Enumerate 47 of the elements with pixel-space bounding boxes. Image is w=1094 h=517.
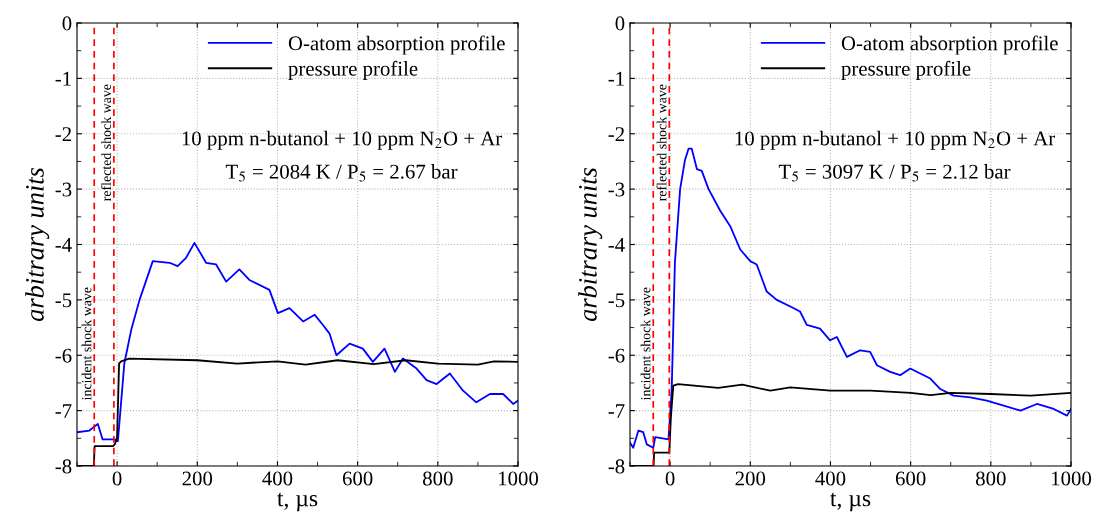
x-tick-label: 200	[182, 471, 213, 486]
annotation: 10 ppm n-butanol + 10 ppm N$_{2}$O + Ar	[182, 130, 503, 150]
x-tick-label: 1000	[1052, 471, 1092, 486]
x-tick-label: 600	[895, 471, 926, 486]
y-tick-label: -2	[608, 127, 624, 141]
y-tick-label: -8	[55, 459, 72, 474]
y-tick-label: -1	[55, 71, 71, 86]
x-axis-title: t, µs	[277, 492, 318, 512]
y-axis-title: arbitrary units	[578, 167, 603, 322]
legend-label: O-atom absorption profile	[288, 35, 505, 55]
y-tick-label: -7	[608, 404, 625, 418]
y-tick-label: -4	[608, 238, 625, 252]
y-tick-label: 0	[615, 16, 625, 31]
x-tick-label: 600	[342, 471, 373, 486]
legend-label: pressure profile	[288, 60, 418, 80]
legend-label: pressure profile	[841, 60, 971, 80]
x-tick-label: 400	[262, 471, 293, 486]
legend-label: O-atom absorption profile	[841, 35, 1058, 55]
x-tick-label: 200	[735, 471, 766, 486]
y-tick-label: -3	[608, 182, 625, 197]
x-tick-label: 1000	[499, 471, 539, 486]
x-tick-label: 400	[815, 471, 846, 486]
y-tick-label: -5	[55, 293, 72, 308]
x-axis-title: t, µs	[830, 492, 871, 512]
ref-line-label: reflected shock wave	[101, 84, 112, 202]
x-tick-label: 800	[975, 471, 1006, 486]
ref-line-label: incident shock wave	[640, 287, 651, 401]
y-tick-label: -5	[608, 293, 625, 308]
y-tick-label: -4	[55, 238, 72, 252]
y-tick-label: -6	[608, 348, 625, 363]
line-series	[77, 241, 518, 442]
annotation: T$_{5}$ = 2084 K / P$_{5}$ = 2.67 bar	[225, 164, 458, 182]
y-axis-title: arbitrary units	[25, 167, 50, 322]
annotation: T$_{5}$ = 3097 K / P$_{5}$ = 2.12 bar	[778, 164, 1011, 182]
x-tick-label: 800	[422, 471, 453, 486]
y-tick-label: -2	[55, 127, 71, 141]
x-tick-label: 0	[665, 471, 675, 486]
annotation: 10 ppm n-butanol + 10 ppm N$_{2}$O + Ar	[735, 130, 1056, 150]
ref-line-label: reflected shock wave	[656, 84, 667, 202]
y-tick-label: 0	[62, 16, 72, 31]
x-tick-label: 0	[112, 471, 122, 486]
y-tick-label: -7	[55, 404, 72, 418]
ref-line-label: incident shock wave	[81, 287, 92, 401]
y-tick-label: -8	[608, 459, 625, 474]
y-tick-label: -6	[55, 348, 72, 363]
y-tick-label: -3	[55, 182, 72, 197]
y-tick-label: -1	[608, 71, 624, 86]
